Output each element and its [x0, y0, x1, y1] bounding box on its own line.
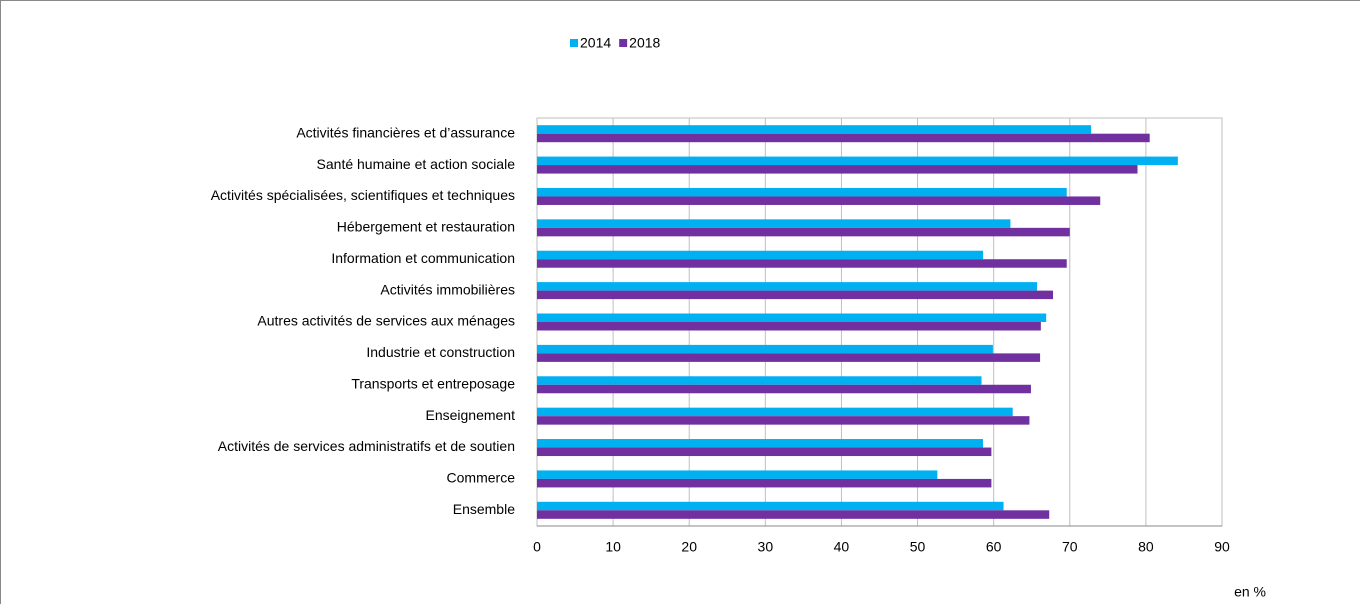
- y-tick-label: Commerce: [447, 470, 516, 486]
- y-tick-label: Santé humaine et action sociale: [317, 156, 516, 172]
- y-tick-label: Activités financières et d’assurance: [296, 124, 515, 140]
- y-tick-label: Enseignement: [425, 407, 515, 423]
- bar: [537, 501, 1004, 511]
- legend-label: 2018: [629, 35, 660, 51]
- bar: [537, 510, 1050, 519]
- bar: [537, 313, 1047, 322]
- unit-annotation: en %: [1234, 584, 1266, 600]
- y-tick-label: Activités de services administratifs et …: [218, 438, 515, 454]
- bar: [537, 407, 1013, 417]
- bar: [537, 125, 1092, 134]
- bar: [537, 439, 984, 448]
- y-tick-label: Activités spécialisées, scientifiques et…: [211, 187, 515, 203]
- bar: [537, 282, 1038, 291]
- bar: [537, 290, 1054, 300]
- x-tick-label: 30: [758, 539, 774, 555]
- bar: [537, 165, 1138, 174]
- x-tick-label: 90: [1214, 539, 1230, 555]
- y-tick-label: Ensemble: [453, 501, 515, 517]
- y-tick-label: Hébergement et restauration: [337, 219, 515, 235]
- bar: [537, 416, 1030, 425]
- bar: [537, 227, 1070, 237]
- bar: [537, 250, 984, 260]
- bar: [537, 259, 1067, 268]
- x-tick-label: 70: [1062, 539, 1078, 555]
- x-tick-label: 40: [834, 539, 850, 555]
- legend-swatch: [619, 39, 628, 47]
- x-tick-label: 50: [910, 539, 926, 555]
- bar: [537, 196, 1101, 205]
- bar: [537, 133, 1150, 143]
- bar: [537, 376, 982, 385]
- bar: [537, 470, 938, 479]
- x-tick-label: 20: [681, 539, 697, 555]
- x-tick-label: 10: [605, 539, 621, 555]
- bar: [537, 322, 1041, 331]
- y-tick-label: Information et communication: [331, 250, 515, 266]
- x-tick-label: 0: [533, 539, 541, 555]
- bar: [537, 156, 1178, 166]
- y-tick-label: Activités immobilières: [380, 281, 515, 297]
- bar: [537, 353, 1041, 362]
- legend-swatch: [570, 39, 578, 47]
- bar: [537, 219, 1011, 228]
- y-tick-label: Transports et entreposage: [351, 375, 515, 391]
- bar: [537, 187, 1067, 197]
- y-tick-label: Industrie et construction: [366, 344, 515, 360]
- bar: [537, 344, 993, 354]
- bar: [537, 447, 992, 457]
- legend-label: 2014: [580, 35, 611, 51]
- x-tick-label: 80: [1138, 539, 1154, 555]
- bar: [537, 478, 992, 488]
- bar: [537, 384, 1031, 394]
- x-tick-label: 60: [986, 539, 1002, 555]
- y-tick-label: Autres activités de services aux ménages: [257, 313, 515, 329]
